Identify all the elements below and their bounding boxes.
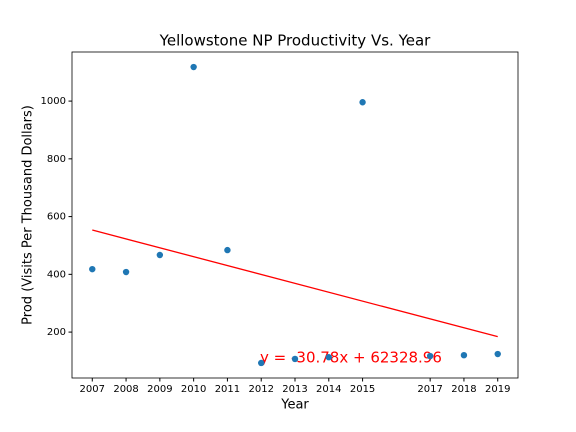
point [122,268,130,276]
y-tick-label: 1000 [41,96,66,107]
x-tick-label: 2011 [215,384,240,395]
point [460,351,468,359]
x-tick-label: 2017 [417,384,442,395]
point [325,354,332,361]
x-tick-label: 2010 [181,384,206,395]
x-tick-label: 2013 [282,384,307,395]
y-axis-label: Prod (Visits Per Thousand Dollars) [21,105,36,325]
regression-line [92,229,498,338]
y-tick-label: 800 [47,154,66,165]
x-tick-label: 2018 [451,384,476,395]
x-tick-label: 2012 [248,384,273,395]
x-axis-label: Year [280,398,309,413]
point [190,63,197,71]
point [494,350,501,358]
y-tick-label: 400 [47,269,66,280]
x-tick-label: 2015 [350,384,375,395]
plot-frame [71,51,519,379]
point [258,359,265,367]
regression-equation: y = -30.78x + 62328.96 [260,349,442,367]
point [156,251,164,259]
point [359,99,366,106]
x-tick-label: 2014 [316,384,341,395]
point [89,265,96,273]
x-tick-label: 2019 [485,384,510,395]
y-tick-label: 200 [47,327,66,338]
point [224,246,231,254]
point [291,355,299,363]
x-tick-label: 2008 [113,384,138,395]
x-tick-label: 2007 [80,384,105,395]
y-tick-label: 600 [47,212,66,223]
point [426,352,434,360]
x-tick-label: 2009 [147,384,172,395]
chart-title: Yellowstone NP Productivity Vs. Year [159,32,431,50]
